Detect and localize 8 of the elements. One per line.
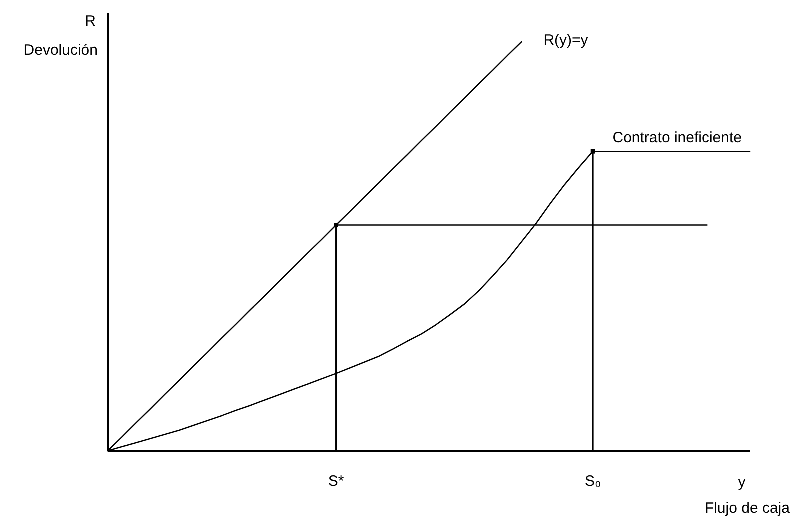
x-tick-label: S₀	[584, 473, 602, 490]
text: Flujo de caja	[704, 500, 791, 517]
series-label: R(y)=y	[544, 32, 589, 49]
x-tick-label: S*	[328, 473, 344, 490]
x-axis-title: y	[738, 474, 746, 491]
series-label: Contrato ineficiente	[612, 130, 742, 147]
y-axis-title: R	[85, 13, 96, 30]
text: Devolución	[24, 42, 98, 59]
